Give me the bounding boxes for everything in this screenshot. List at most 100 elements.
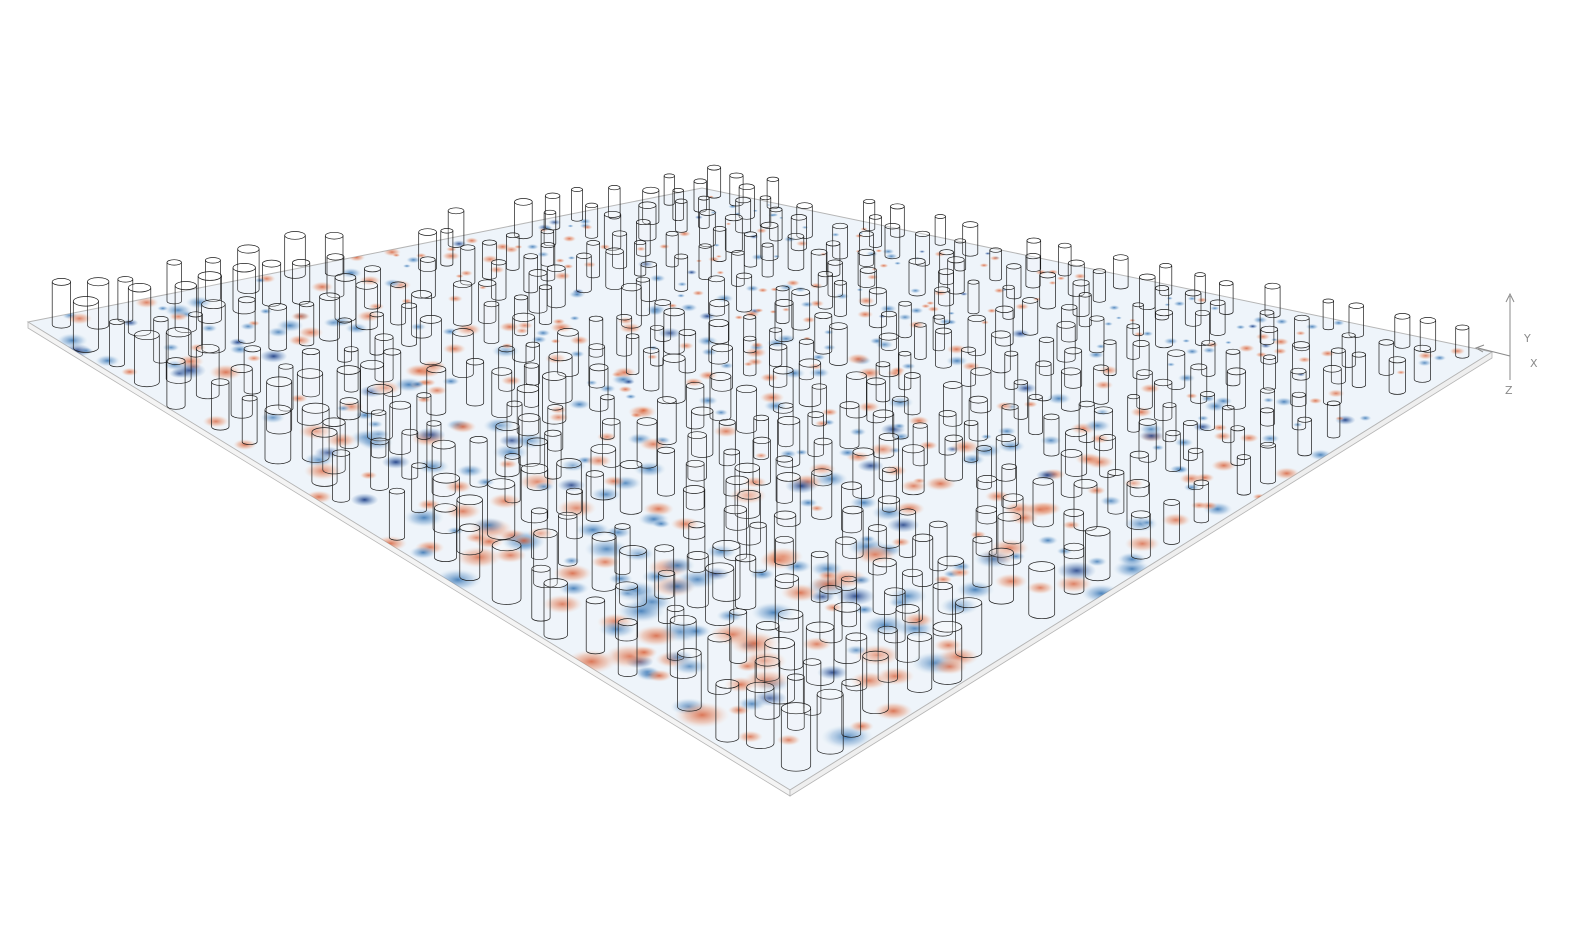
- cylinder: [817, 271, 833, 310]
- cylinder: [621, 282, 642, 329]
- cylinder: [540, 228, 555, 267]
- cylinder: [1132, 302, 1144, 337]
- field-blob: [1083, 419, 1112, 433]
- cylinder: [772, 366, 794, 414]
- field-blob: [1166, 296, 1173, 300]
- field-blob: [383, 279, 402, 288]
- cylinder: [743, 231, 758, 268]
- cylinder: [619, 545, 647, 608]
- field-blob: [1023, 400, 1038, 408]
- cylinder: [807, 411, 824, 457]
- field-blob: [526, 243, 539, 250]
- cylinder: [1190, 363, 1208, 404]
- field-blob: [677, 342, 694, 350]
- field-blob: [1183, 483, 1200, 492]
- cylinder: [685, 459, 705, 511]
- field-blob: [465, 237, 479, 244]
- cylinder: [538, 284, 553, 325]
- field-blob: [686, 269, 697, 275]
- field-blob: [392, 253, 401, 258]
- cylinder: [495, 421, 520, 478]
- cylinder: [1131, 510, 1151, 560]
- cylinder: [542, 371, 567, 425]
- field-blob: [886, 396, 914, 409]
- cylinder: [322, 417, 346, 475]
- field-blob: [259, 349, 288, 363]
- field-blob: [750, 342, 764, 348]
- field-blob: [757, 287, 769, 293]
- cylinder: [576, 252, 592, 294]
- field-blob: [602, 475, 626, 487]
- field-blob: [879, 263, 889, 268]
- field-blob: [1327, 389, 1345, 398]
- cylinder: [778, 402, 794, 448]
- cylinder: [531, 507, 548, 561]
- cylinder: [1183, 420, 1198, 461]
- cylinder: [975, 505, 998, 557]
- cylinder: [469, 436, 488, 488]
- field-blob: [1332, 320, 1345, 326]
- cylinder: [516, 384, 540, 437]
- cylinder: [520, 463, 549, 524]
- field-blob: [1088, 351, 1105, 359]
- field-blob: [646, 354, 659, 360]
- cylinder: [642, 186, 660, 225]
- cylinder: [1263, 354, 1276, 391]
- field-blob: [185, 296, 213, 309]
- field-blob: [649, 274, 666, 283]
- cylinder: [1226, 367, 1246, 410]
- field-blob: [488, 265, 505, 274]
- field-blob: [350, 493, 379, 507]
- field-blob: [1297, 356, 1312, 363]
- cylinder: [416, 392, 432, 440]
- field-blob: [1247, 324, 1258, 329]
- field-blob: [162, 343, 180, 352]
- cylinder: [724, 214, 743, 254]
- field-blob: [817, 570, 838, 581]
- cylinder: [904, 372, 921, 416]
- cylinder: [754, 656, 781, 720]
- cylinder: [1043, 413, 1060, 457]
- field-blob: [552, 318, 566, 325]
- cylinder: [174, 281, 197, 333]
- field-blob: [442, 343, 467, 355]
- cylinder: [791, 288, 811, 331]
- field-blob: [894, 261, 902, 265]
- field-blob: [783, 236, 797, 243]
- cylinder: [1129, 450, 1149, 498]
- cylinder: [761, 242, 774, 278]
- field-blob: [823, 602, 844, 613]
- field-blob: [645, 304, 667, 315]
- cylinder: [134, 329, 160, 388]
- cylinder: [1028, 561, 1056, 619]
- field-blob: [406, 256, 421, 264]
- cylinder: [459, 523, 481, 581]
- cylinder: [1064, 347, 1083, 389]
- cylinder: [938, 410, 957, 456]
- cylinder: [419, 315, 442, 366]
- field-blob: [1235, 324, 1246, 330]
- cylinder: [525, 341, 540, 386]
- cylinder: [657, 446, 675, 497]
- cylinder: [749, 521, 767, 574]
- cylinder: [1290, 367, 1307, 407]
- field-blob: [1187, 296, 1197, 301]
- cylinder: [708, 318, 729, 365]
- field-blob: [584, 538, 629, 560]
- cylinder: [976, 445, 992, 490]
- cylinder: [109, 318, 125, 368]
- cylinder: [588, 315, 604, 358]
- field-blob: [770, 287, 779, 292]
- axis-x-arrow-icon: [1474, 344, 1485, 353]
- cylinder: [963, 419, 979, 463]
- cylinder: [426, 420, 442, 469]
- field-blob: [499, 434, 525, 447]
- cylinder: [944, 434, 963, 482]
- field-blob: [1104, 321, 1113, 326]
- cylinder: [388, 487, 405, 541]
- cylinder: [991, 330, 1011, 374]
- cylinder: [1073, 479, 1098, 532]
- field-blob: [582, 224, 593, 230]
- cylinder: [1013, 379, 1028, 420]
